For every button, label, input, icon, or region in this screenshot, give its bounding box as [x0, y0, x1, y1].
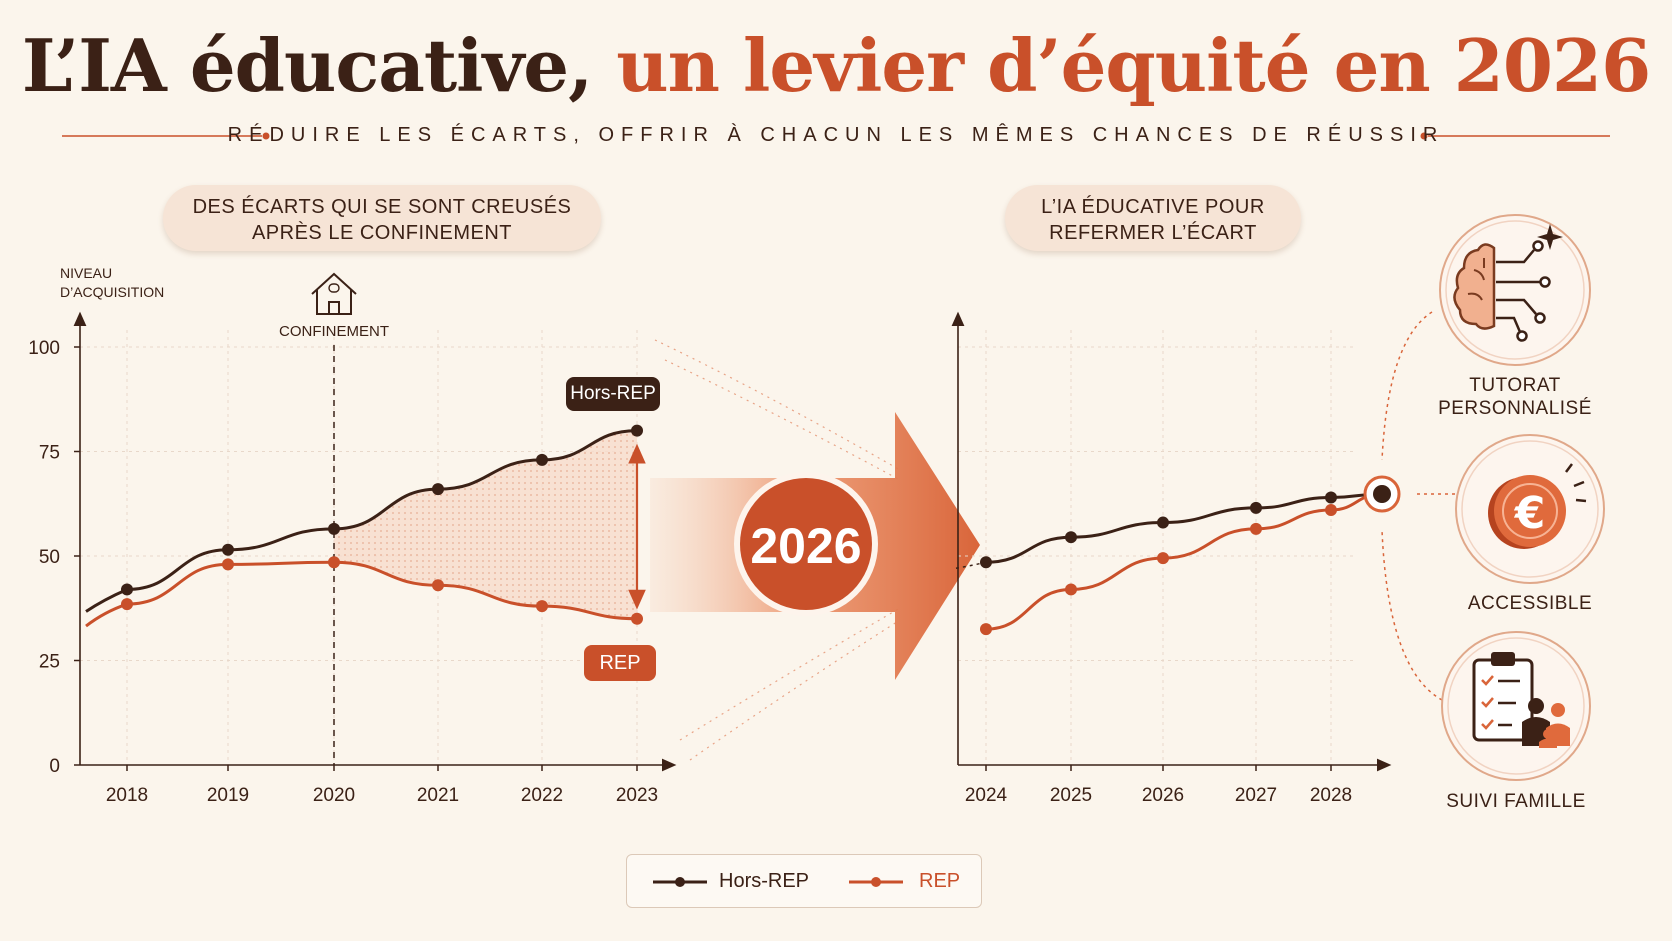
title-part-2: un levier d’équité en 2026	[616, 23, 1651, 108]
chart-left: 0 25 50 75 100 2018 2019 2020 2021 2022 2023	[28, 311, 677, 806]
point-rep	[432, 579, 444, 592]
x-tick-label: 2018	[106, 785, 148, 806]
title-part-1: L’IA éducative,	[21, 23, 593, 108]
line-rep	[126, 560, 638, 621]
x-tick-label: 2019	[207, 785, 249, 806]
point-rep	[1157, 552, 1169, 565]
point-hors-rep	[1157, 516, 1169, 529]
legend-marker-hors-rep	[675, 877, 685, 887]
point-hors-rep	[1065, 531, 1077, 544]
line-hors-rep	[126, 429, 638, 591]
brain-circuit-icon	[1453, 224, 1563, 342]
service-label-tutorat-line-2: PERSONNALISÉ	[1438, 398, 1592, 419]
x-tick-label: 2023	[616, 785, 658, 806]
y-axis-title-line-2: D’ACQUISITION	[60, 284, 164, 300]
point-hors-rep	[222, 543, 234, 556]
subtitle: RÉDUIRE LES ÉCARTS, OFFRIR À CHACUN LES …	[227, 124, 1445, 146]
left-heading-line-1: DES ÉCARTS QUI SE SONT CREUSÉS	[192, 196, 572, 218]
service-connectors	[1381, 311, 1455, 701]
year-badge-label: 2026	[750, 518, 861, 574]
y-tick-label: 100	[28, 338, 60, 359]
x-tick-label: 2025	[1050, 785, 1092, 806]
point-rep	[536, 600, 548, 613]
service-label-tutorat-line-1: TUTORAT	[1469, 375, 1561, 396]
house-icon	[311, 272, 357, 315]
point-rep	[222, 558, 234, 571]
tag-hors-rep: Hors-REP	[566, 377, 660, 411]
point-rep	[980, 623, 992, 636]
point-rep	[328, 556, 340, 569]
right-panel-heading: L’IA ÉDUCATIVE POUR REFERMER L’ÉCART	[1005, 185, 1301, 251]
x-tick-label: 2021	[417, 785, 459, 806]
clipboard-family-icon	[1472, 652, 1570, 748]
point-rep	[1325, 504, 1337, 517]
point-hors-rep	[1250, 501, 1262, 514]
point-rep	[631, 612, 643, 625]
left-heading-line-2: APRÈS LE CONFINEMENT	[251, 222, 513, 244]
line-hors-rep-leadin	[85, 588, 128, 613]
point-hors-rep	[1325, 491, 1337, 504]
tag-rep: REP	[584, 645, 656, 681]
point-rep	[121, 598, 133, 611]
page-title: L’IA éducative, un levier d’équité en 20…	[0, 22, 1672, 110]
svg-text:€: €	[1514, 488, 1546, 539]
point-hors-rep	[536, 453, 548, 466]
line-rep	[985, 492, 1383, 631]
x-tick-label: 2028	[1310, 785, 1352, 806]
x-tick-label: 2027	[1235, 785, 1277, 806]
chart-right: 2024 2025 2026 2027 2028	[951, 311, 1392, 806]
point-hors-rep	[121, 583, 133, 596]
confinement-label: CONFINEMENT	[279, 323, 389, 340]
y-tick-label: 0	[49, 756, 60, 777]
euro-coin-icon: €	[1488, 463, 1587, 549]
service-label-tutorat: TUTORAT PERSONNALISÉ	[1415, 374, 1615, 420]
point-hors-rep	[631, 424, 643, 437]
x-tick-label: 2024	[965, 785, 1008, 806]
y-axis-title-line-1: NIVEAU	[60, 265, 112, 281]
service-label-accessible: ACCESSIBLE	[1467, 593, 1593, 614]
subtitle-rules	[62, 132, 1610, 140]
year-badge: 2026	[734, 472, 878, 616]
legend: Hors-REP REP	[626, 854, 982, 908]
service-tutorat	[1439, 214, 1591, 366]
y-tick-label: 75	[39, 443, 60, 464]
line-hors-rep	[985, 492, 1383, 564]
legend-marker-rep	[871, 877, 881, 887]
legend-label-hors-rep: Hors-REP	[719, 870, 810, 892]
y-tick-label: 25	[39, 652, 60, 673]
legend-swatches	[653, 877, 903, 887]
point-rep	[1065, 583, 1077, 596]
point-hors-rep	[328, 522, 340, 535]
service-suivi-famille	[1441, 631, 1591, 781]
convergence-marker	[1363, 475, 1401, 513]
service-accessible: €	[1455, 434, 1605, 584]
point-hors-rep	[432, 483, 444, 496]
legend-label-rep: REP	[919, 870, 961, 892]
right-heading-line-1: L’IA ÉDUCATIVE POUR	[1041, 196, 1265, 218]
line-hors-rep-leadin	[955, 561, 987, 570]
left-panel-heading: DES ÉCARTS QUI SE SONT CREUSÉS APRÈS LE …	[163, 185, 601, 251]
service-label-suivi-famille: SUIVI FAMILLE	[1446, 791, 1586, 812]
x-tick-label: 2022	[521, 785, 563, 806]
x-tick-label: 2020	[313, 785, 355, 806]
point-hors-rep	[980, 556, 992, 569]
x-tick-label: 2026	[1142, 785, 1184, 806]
right-heading-line-2: REFERMER L’ÉCART	[1049, 222, 1257, 244]
y-tick-label: 50	[39, 547, 60, 568]
gap-area	[334, 430, 637, 619]
point-rep	[1250, 522, 1262, 535]
